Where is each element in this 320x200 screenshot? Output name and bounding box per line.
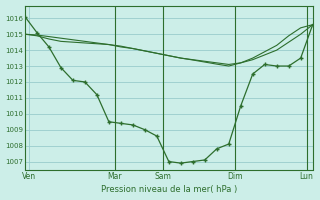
- X-axis label: Pression niveau de la mer( hPa ): Pression niveau de la mer( hPa ): [101, 185, 237, 194]
